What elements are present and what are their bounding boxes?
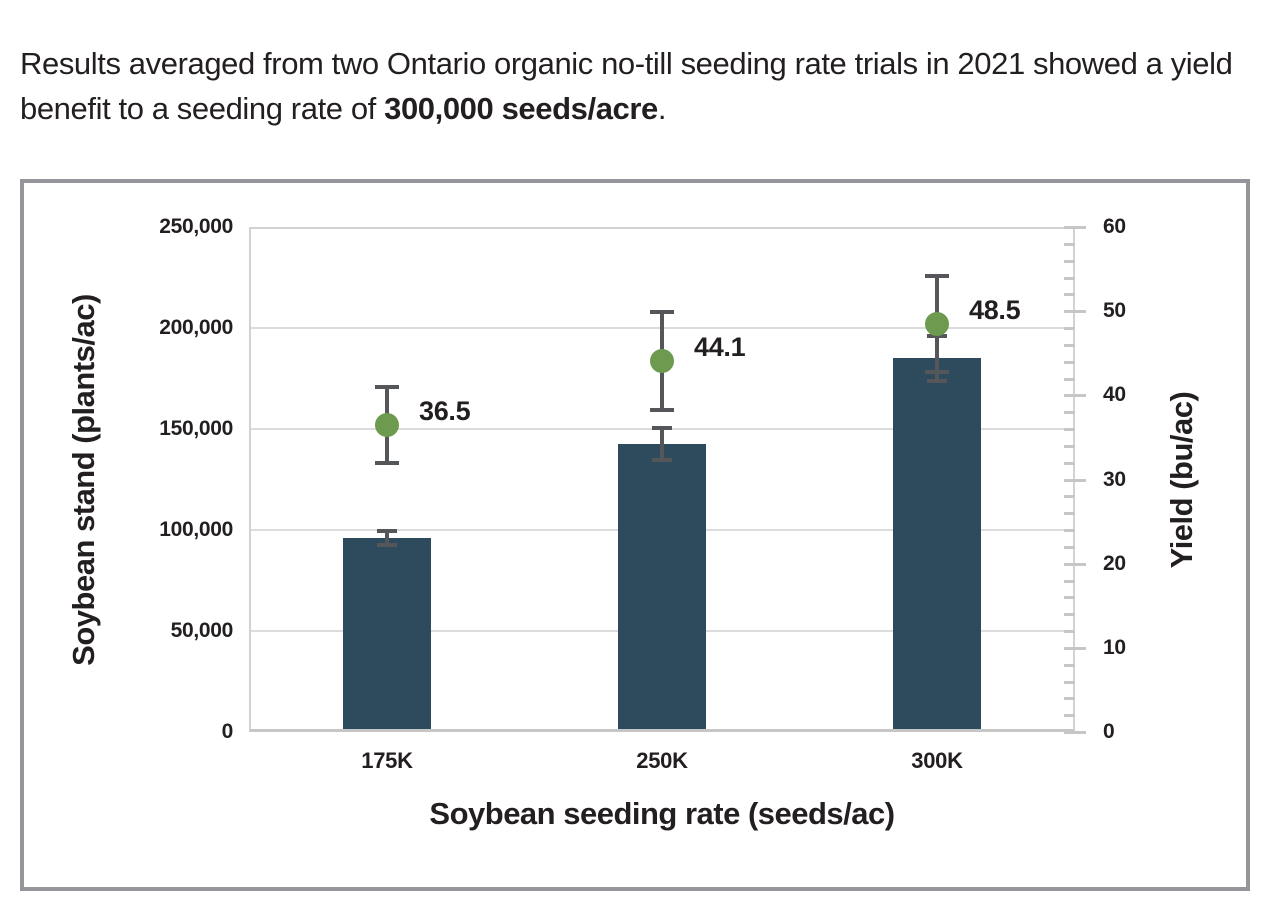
right-axis-minor-tick xyxy=(1064,428,1075,431)
right-axis-tick-label: 30 xyxy=(1103,468,1126,491)
yield-error-300K-cap-top xyxy=(925,274,949,278)
right-axis-minor-tick xyxy=(1064,613,1075,616)
right-axis-minor-tick xyxy=(1064,462,1075,465)
right-axis-minor-tick xyxy=(1064,714,1075,717)
right-axis-minor-tick xyxy=(1064,495,1075,498)
yield-error-175K-cap-top xyxy=(375,385,399,389)
stand-error-250K-cap-top xyxy=(652,426,672,430)
right-axis-minor-tick xyxy=(1064,445,1075,448)
right-axis-minor-tick xyxy=(1064,664,1075,667)
right-axis-minor-tick xyxy=(1064,411,1075,414)
yield-value-label-300K: 48.5 xyxy=(969,295,1021,325)
right-axis-tick-label: 20 xyxy=(1103,552,1126,575)
stand-error-250K-line xyxy=(660,428,664,460)
left-axis-tick-label: 0 xyxy=(221,720,234,743)
bar-250K xyxy=(618,444,706,729)
right-axis-major-tick xyxy=(1064,226,1086,229)
yield-point-250K xyxy=(650,349,674,373)
caption-bold-text: 300,000 seeds/acre xyxy=(384,91,658,126)
caption-period: . xyxy=(657,91,667,126)
right-axis-minor-tick xyxy=(1064,378,1075,381)
right-axis-major-tick xyxy=(1064,563,1086,566)
bar-175K xyxy=(343,538,431,729)
yield-error-300K-cap-bottom xyxy=(925,370,949,374)
right-axis-minor-tick xyxy=(1064,596,1075,599)
bar-300K xyxy=(893,358,981,729)
stand-error-175K-cap-bottom xyxy=(377,543,397,547)
left-axis-tick-label: 100,000 xyxy=(159,518,233,541)
right-axis-minor-tick xyxy=(1064,327,1075,330)
right-axis-tick-label: 10 xyxy=(1103,636,1126,659)
stand-error-250K-cap-bottom xyxy=(652,458,672,462)
right-axis-minor-tick xyxy=(1064,277,1075,280)
right-axis-minor-tick xyxy=(1064,546,1075,549)
right-axis-major-tick xyxy=(1064,310,1086,313)
right-axis-minor-tick xyxy=(1064,361,1075,364)
right-axis-minor-tick xyxy=(1064,293,1075,296)
left-axis-tick-label: 150,000 xyxy=(159,417,233,440)
left-axis-tick-label: 250,000 xyxy=(159,215,233,238)
yield-error-250K-cap-top xyxy=(650,310,674,314)
right-axis-minor-tick xyxy=(1064,243,1075,246)
right-axis-tick-label: 50 xyxy=(1103,299,1126,322)
chart-frame: Soybean stand (plants/ac) Yield (bu/ac) … xyxy=(20,179,1250,891)
right-axis-minor-tick xyxy=(1064,580,1075,583)
yield-value-label-250K: 44.1 xyxy=(694,332,746,362)
caption-text: Results averaged from two Ontario organi… xyxy=(20,41,1252,131)
right-axis-minor-tick xyxy=(1064,529,1075,532)
right-axis-major-tick xyxy=(1064,394,1086,397)
right-axis-minor-tick xyxy=(1064,630,1075,633)
caption-regular-text: Results averaged from two Ontario organi… xyxy=(20,46,1233,126)
right-axis-tick-label: 60 xyxy=(1103,215,1126,238)
yield-point-300K xyxy=(925,312,949,336)
left-axis-tick-label: 50,000 xyxy=(170,619,234,642)
right-axis-minor-tick xyxy=(1064,697,1075,700)
right-axis-major-tick xyxy=(1064,647,1086,650)
stand-error-300K-cap-bottom xyxy=(927,379,947,383)
right-axis-tick-label: 0 xyxy=(1103,720,1115,743)
stand-error-175K-cap-top xyxy=(377,529,397,533)
yield-value-label-175K: 36.5 xyxy=(419,396,471,426)
stand-error-175K-line xyxy=(385,531,389,545)
yield-point-175K xyxy=(375,413,399,437)
right-axis-minor-tick xyxy=(1064,512,1075,515)
right-axis-major-tick xyxy=(1064,479,1086,482)
right-axis-minor-tick xyxy=(1064,681,1075,684)
left-axis-title: Soybean stand (plants/ac) xyxy=(66,294,101,666)
right-axis-minor-tick xyxy=(1064,344,1075,347)
right-axis-major-tick xyxy=(1064,731,1086,734)
x-axis-tick-label: 300K xyxy=(911,748,963,773)
yield-error-250K-cap-bottom xyxy=(650,408,674,412)
left-axis-tick-label: 200,000 xyxy=(159,316,233,339)
x-axis-tick-label: 175K xyxy=(361,748,413,773)
x-axis-title: Soybean seeding rate (seeds/ac) xyxy=(429,796,895,831)
right-axis-tick-label: 40 xyxy=(1103,383,1126,406)
right-axis-minor-tick xyxy=(1064,260,1075,263)
x-axis-tick-label: 250K xyxy=(636,748,688,773)
yield-error-175K-cap-bottom xyxy=(375,461,399,465)
